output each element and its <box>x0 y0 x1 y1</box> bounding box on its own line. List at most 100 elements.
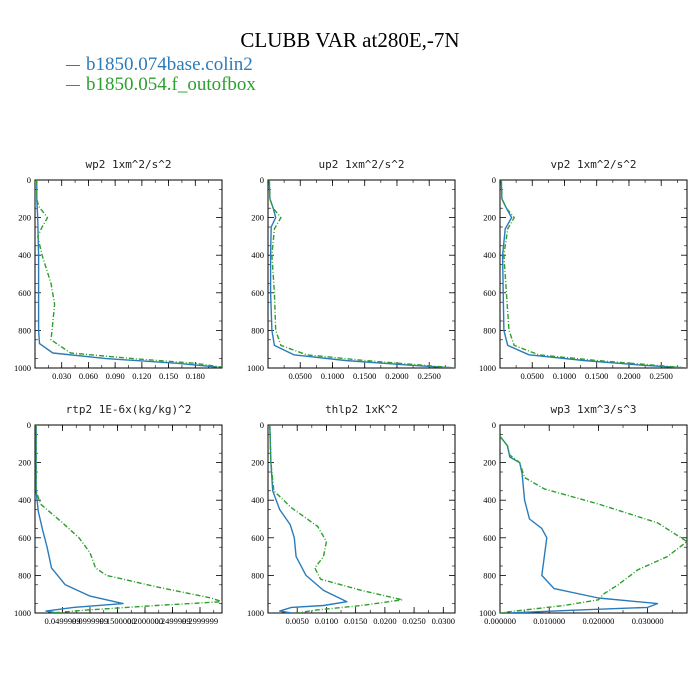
plot-frame <box>499 424 688 614</box>
y-tick-label: 0 <box>27 420 31 430</box>
series-line-1 <box>269 425 348 613</box>
panel-5: thlp2 1xK^2 0 200 400 600 800 1000 0.0050 0.0100… <box>247 403 456 626</box>
plot-frame <box>267 179 456 369</box>
y-tick-label: 400 <box>483 495 496 505</box>
y-tick-label: 200 <box>18 458 31 468</box>
y-tick-label: 400 <box>251 495 264 505</box>
legend-swatch-2 <box>66 85 80 87</box>
y-tick-label: 0 <box>492 420 496 430</box>
x-tick-label: 0.2000 <box>385 371 408 381</box>
panel-title: wp3 1xm^3/s^3 <box>550 403 636 416</box>
x-tick-label: 0.0500 <box>521 371 544 381</box>
plot-frame <box>267 424 456 614</box>
chart-title: CLUBB VAR at280E,-7N <box>240 28 460 52</box>
y-tick-label: 800 <box>483 325 496 335</box>
panel-3: vp2 1xm^2/s^2 0 200 400 600 800 1000 0.0500 0.10… <box>479 158 688 381</box>
plot-frame <box>499 179 688 369</box>
y-tick-label: 600 <box>251 288 264 298</box>
series-line-1 <box>268 180 455 368</box>
y-tick-label: 0 <box>27 175 31 185</box>
x-tick-label: 0.020000 <box>582 616 614 626</box>
series-line-2 <box>268 180 455 368</box>
y-tick-label: 400 <box>251 250 264 260</box>
legend-swatch-1 <box>66 65 80 67</box>
x-tick-label: 0.1000 <box>553 371 576 381</box>
x-tick-label: 0.2500 <box>418 371 441 381</box>
y-tick-label: 1000 <box>479 608 496 618</box>
legend-entry-1: b1850.074base.colin2 <box>66 54 253 76</box>
x-tick-label: 0.0100 <box>315 616 338 626</box>
y-tick-label: 1000 <box>247 608 264 618</box>
y-tick-label: 200 <box>483 458 496 468</box>
x-tick-label: 0.0300 <box>432 616 455 626</box>
panel-title: rtp2 1E-6x(kg/kg)^2 <box>66 403 192 416</box>
x-tick-label: 0.0999999 <box>72 616 108 626</box>
panel-title: vp2 1xm^2/s^2 <box>550 158 636 171</box>
y-tick-label: 800 <box>18 325 31 335</box>
x-tick-label: 0.060 <box>79 371 98 381</box>
y-tick-label: 200 <box>251 458 264 468</box>
x-tick-label: 0.2999999 <box>182 616 218 626</box>
x-tick-label: 0.180 <box>186 371 205 381</box>
panel-2: up2 1xm^2/s^2 0 200 400 600 800 1000 0.0500 0.10… <box>247 158 456 381</box>
panel-4: rtp2 1E-6x(kg/kg)^2 0 200 400 600 800 1000 0.04… <box>14 403 223 626</box>
series-line-2 <box>269 425 404 613</box>
y-tick-label: 800 <box>483 570 496 580</box>
x-tick-label: 0.0050 <box>286 616 309 626</box>
panel-6: wp3 1xm^3/s^3 0 200 400 600 800 10000.000000 0.… <box>479 403 688 626</box>
x-tick-label: 0.2500 <box>650 371 673 381</box>
y-tick-label: 200 <box>18 213 31 223</box>
plot-frame <box>34 424 223 614</box>
panel-title: up2 1xm^2/s^2 <box>318 158 404 171</box>
plot-frame <box>34 179 223 369</box>
y-tick-label: 1000 <box>247 363 264 373</box>
legend-label-1: b1850.074base.colin2 <box>86 54 253 75</box>
x-tick-label: 0.0499999 <box>44 616 80 626</box>
series-line-2 <box>35 425 222 613</box>
y-tick-label: 0 <box>492 175 496 185</box>
x-tick-label: 0.000000 <box>484 616 516 626</box>
y-tick-label: 200 <box>483 213 496 223</box>
x-tick-label: 0.2000000 <box>127 616 163 626</box>
y-tick-label: 1000 <box>479 363 496 373</box>
series-line-1 <box>35 425 124 613</box>
y-tick-label: 600 <box>18 533 31 543</box>
x-tick-label: 0.0150 <box>344 616 367 626</box>
y-tick-label: 600 <box>18 288 31 298</box>
x-tick-label: 0.1500 <box>353 371 376 381</box>
x-tick-label: 0.030000 <box>632 616 664 626</box>
y-tick-label: 600 <box>483 288 496 298</box>
y-tick-label: 600 <box>483 533 496 543</box>
x-tick-label: 0.1500 <box>585 371 608 381</box>
x-tick-label: 0.2000 <box>617 371 640 381</box>
panel-title: thlp2 1xK^2 <box>325 403 398 416</box>
y-tick-label: 800 <box>251 325 264 335</box>
y-tick-label: 0 <box>260 420 264 430</box>
y-tick-label: 800 <box>18 570 31 580</box>
x-tick-label: 0.150 <box>159 371 178 381</box>
legend-entry-2: b1850.054.f_outofbox <box>66 74 256 96</box>
series-line-1 <box>500 435 659 613</box>
y-tick-label: 800 <box>251 570 264 580</box>
x-tick-label: 0.0200 <box>373 616 396 626</box>
series-line-1 <box>500 180 687 368</box>
x-tick-label: 0.0500 <box>289 371 312 381</box>
y-tick-label: 400 <box>18 495 31 505</box>
y-tick-label: 1000 <box>14 363 31 373</box>
x-tick-label: 0.1000 <box>321 371 344 381</box>
x-tick-label: 0.1500000 <box>99 616 135 626</box>
series-line-2 <box>36 180 222 368</box>
series-line-2 <box>500 180 687 368</box>
series-line-1 <box>36 180 218 368</box>
legend-label-2: b1850.054.f_outofbox <box>86 74 256 95</box>
series-line-2 <box>500 435 687 613</box>
x-tick-label: 0.030 <box>52 371 71 381</box>
y-tick-label: 0 <box>260 175 264 185</box>
x-tick-label: 0.090 <box>106 371 125 381</box>
y-tick-label: 400 <box>483 250 496 260</box>
y-tick-label: 400 <box>18 250 31 260</box>
x-tick-label: 0.120 <box>132 371 151 381</box>
y-tick-label: 200 <box>251 213 264 223</box>
y-tick-label: 600 <box>251 533 264 543</box>
